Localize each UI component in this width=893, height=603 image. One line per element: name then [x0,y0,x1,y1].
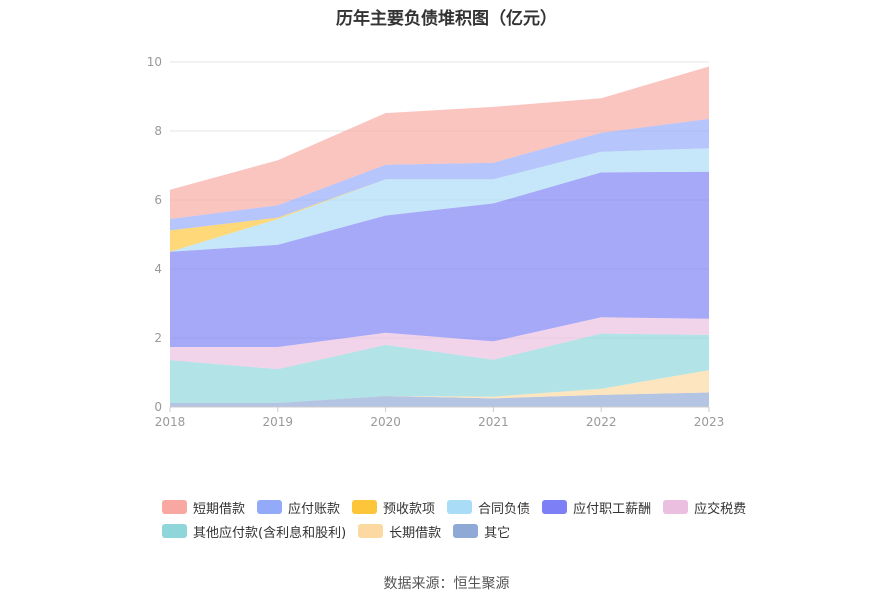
legend-row: 短期借款 应付账款 预收款项 合同负债 应付职工薪酬 应交税费 [162,495,762,519]
legend-item[interactable]: 预收款项 [352,495,435,519]
area-series-2 [170,333,709,403]
legend-swatch [162,524,187,538]
legend-item[interactable]: 其它 [453,519,510,543]
legend-swatch [257,500,283,514]
area-series-8 [170,66,709,219]
area-series [170,66,709,407]
legend-label: 短期借款 [193,501,246,517]
x-tick-label: 2022 [586,415,617,429]
legend-label: 其他应付款(含利息和股利) [193,525,347,541]
area-series-3 [170,317,709,370]
legend-swatch [453,524,479,538]
area-series-0 [170,392,709,407]
y-tick-label: 10 [147,55,162,69]
legend-label: 预收款项 [383,501,436,517]
area-series-1 [170,370,709,403]
legend-swatch [352,500,378,514]
y-tick-label: 6 [154,193,162,207]
legend-swatch [542,500,568,514]
legend-item[interactable]: 应付职工薪酬 [542,495,651,519]
legend-label: 应付职工薪酬 [573,501,652,517]
legend-label: 应付账款 [288,501,341,517]
legend-row: 其他应付款(含利息和股利) 长期借款 其它 [162,519,762,543]
legend-item[interactable]: 短期借款 [162,495,245,519]
legend-label: 长期借款 [389,525,442,541]
source-note: 数据来源：恒生聚源 [383,576,510,592]
area-series-5 [170,148,709,252]
legend-item[interactable]: 长期借款 [358,519,441,543]
legend-swatch [447,500,473,514]
legend-swatch [162,500,187,514]
y-tick-label: 2 [154,331,162,345]
x-tick-label: 2020 [370,415,401,429]
x-tick-label: 2021 [478,415,509,429]
area-series-7 [170,118,709,231]
legend-item[interactable]: 应付账款 [257,495,340,519]
y-tick-label: 8 [154,124,162,138]
axes: 0 2 4 6 8 10 2018 2019 2020 2021 2022 2023 [147,55,725,429]
legend-swatch [663,500,689,514]
legend-item[interactable]: 合同负债 [447,495,530,519]
legend-item[interactable]: 其他应付款(含利息和股利) [162,519,346,543]
legend-swatch [358,524,384,538]
x-tick-label: 2018 [155,415,186,429]
y-tick-label: 0 [154,400,162,414]
x-tick-label: 2019 [263,415,294,429]
legend-label: 其它 [484,525,511,541]
area-series-4 [170,171,709,347]
legend: 短期借款 应付账款 预收款项 合同负债 应付职工薪酬 应交税费其他应付款(含利息和股利) 长… [162,495,762,543]
legend-item[interactable]: 应交税费 [663,495,746,519]
x-tick-label: 2023 [694,415,725,429]
y-tick-label: 4 [154,262,162,276]
legend-label: 合同负债 [478,501,531,517]
chart-title: 历年主要负债堆积图（亿元） [336,9,557,29]
legend-label: 应交税费 [694,501,747,517]
